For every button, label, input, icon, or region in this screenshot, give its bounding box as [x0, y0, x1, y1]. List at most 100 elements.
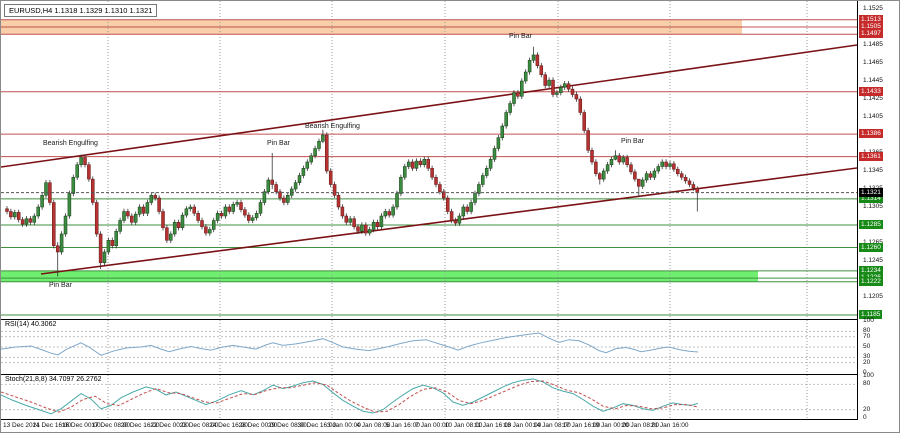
candle — [313, 148, 317, 156]
candle — [535, 54, 540, 66]
stoch-axis-label: 20 — [863, 405, 871, 413]
price-badge[interactable]: 1.1314 — [859, 193, 883, 203]
axis-price-label: 1.1525 — [863, 5, 883, 12]
price-axis[interactable]: 1.1525 1.1485 1.1465 1.1445 1.1425 1.1405 1.13… — [858, 1, 899, 421]
candle — [332, 184, 337, 196]
time-label: 30 Dec 16:00 — [297, 422, 337, 429]
stochastic-canvas[interactable] — [1, 375, 857, 419]
price-badge[interactable]: 1.1321 — [859, 187, 883, 197]
panel-separator — [1, 374, 899, 375]
candle — [247, 214, 251, 221]
candle — [83, 157, 87, 165]
candle — [301, 168, 306, 176]
candle — [594, 161, 598, 174]
price-badge[interactable]: 1.1260 — [859, 242, 883, 252]
time-axis[interactable]: 13 Dec 2021 14 Dec 16:00 16 Dec 00:00 17 De… — [1, 420, 857, 432]
price-badge[interactable]: 1.1361 — [859, 151, 883, 161]
candle — [126, 211, 130, 217]
candle — [208, 229, 212, 234]
annotation-label[interactable]: Bearish Engulfing — [43, 140, 98, 147]
time-label: 5 Jan 16:00 — [385, 422, 420, 429]
time-label: 22 Dec 00:00 — [150, 422, 189, 429]
candle — [321, 134, 325, 142]
candle — [196, 213, 200, 221]
candle — [344, 215, 349, 223]
panel-separator — [1, 319, 899, 320]
price-badge[interactable]: 1.1513 — [859, 14, 883, 24]
candle — [133, 213, 138, 223]
price-badge[interactable]: 1.1185 — [859, 310, 883, 319]
candle — [59, 233, 64, 253]
time-label: 13 Jan 00:00 — [503, 422, 542, 429]
candle — [325, 134, 329, 172]
time-label: 7 Jan 00:00 — [415, 422, 450, 429]
rsi-canvas[interactable] — [1, 320, 857, 374]
candle — [395, 193, 399, 208]
candle — [63, 215, 68, 235]
candle — [367, 229, 372, 234]
price-badge[interactable]: 1.1505 — [859, 22, 883, 31]
candle — [387, 211, 391, 216]
candle — [274, 184, 278, 192]
candle — [192, 206, 196, 214]
candle — [16, 212, 21, 220]
candle — [418, 160, 423, 165]
time-label: 20 Jan 08:00 — [621, 422, 660, 429]
candle — [652, 170, 657, 178]
trendline-lower[interactable] — [40, 167, 857, 275]
candle — [414, 160, 419, 169]
price-badge[interactable]: 1.1497 — [859, 29, 883, 39]
annotation-label[interactable]: Bearish Engulfing — [305, 123, 360, 130]
annotation-label[interactable]: Pin Bar — [621, 138, 644, 145]
trendline-upper[interactable] — [1, 44, 857, 168]
candle — [457, 215, 462, 224]
stochastic-indicator-panel[interactable]: Stoch(21,8,8) 34.7097 26.2762 — [1, 375, 857, 419]
price-badge[interactable]: 1.1433 — [859, 86, 883, 96]
candle — [110, 240, 115, 246]
rsi-label: RSI(14) 40.3062 — [5, 321, 57, 328]
candle — [169, 233, 173, 241]
candle — [243, 209, 247, 216]
candle — [539, 65, 544, 75]
candle — [188, 206, 193, 210]
candle — [629, 164, 633, 173]
price-badge[interactable]: 1.1234 — [859, 265, 883, 275]
candle — [211, 220, 216, 230]
price-badge[interactable]: 1.1386 — [859, 129, 883, 139]
time-label: 28 Dec 00:00 — [238, 422, 278, 429]
annotation-label[interactable]: Pin Bar — [509, 33, 532, 40]
time-label: 11 Jan 16:00 — [474, 422, 512, 429]
candle — [328, 170, 333, 185]
candle — [122, 211, 126, 221]
candle — [340, 206, 345, 217]
candle — [239, 202, 243, 210]
candle — [371, 222, 376, 230]
main-chart-panel[interactable]: EURUSD,H4 1.1318 1.1329 1.1310 1.1321 Be… — [1, 1, 857, 319]
candle — [551, 79, 555, 95]
stoch-axis-label: 100 — [863, 372, 874, 379]
candle — [578, 98, 583, 113]
candle — [438, 184, 442, 192]
candle — [605, 164, 610, 172]
annotation-label[interactable]: Pin Bar — [49, 282, 72, 289]
rsi-axis-label: 30 — [863, 353, 871, 361]
candle — [293, 182, 298, 190]
candle — [94, 202, 99, 235]
demand-zone[interactable] — [1, 270, 758, 282]
price-badge[interactable]: 1.1222 — [859, 276, 883, 286]
time-label: 17 Jan 16:00 — [562, 422, 601, 429]
candle — [644, 173, 649, 181]
candle — [231, 204, 235, 212]
candle — [149, 195, 154, 203]
rsi-indicator-panel[interactable]: RSI(14) 40.3062 — [1, 320, 857, 374]
candle — [9, 211, 13, 218]
annotation-label[interactable]: Pin Bar — [267, 140, 290, 147]
candle — [200, 220, 204, 228]
main-chart-canvas[interactable] — [1, 1, 857, 319]
candle — [305, 161, 310, 169]
candle — [492, 148, 497, 160]
price-badge[interactable]: 1.1285 — [859, 220, 883, 229]
candle — [286, 195, 290, 203]
candle — [695, 187, 700, 193]
